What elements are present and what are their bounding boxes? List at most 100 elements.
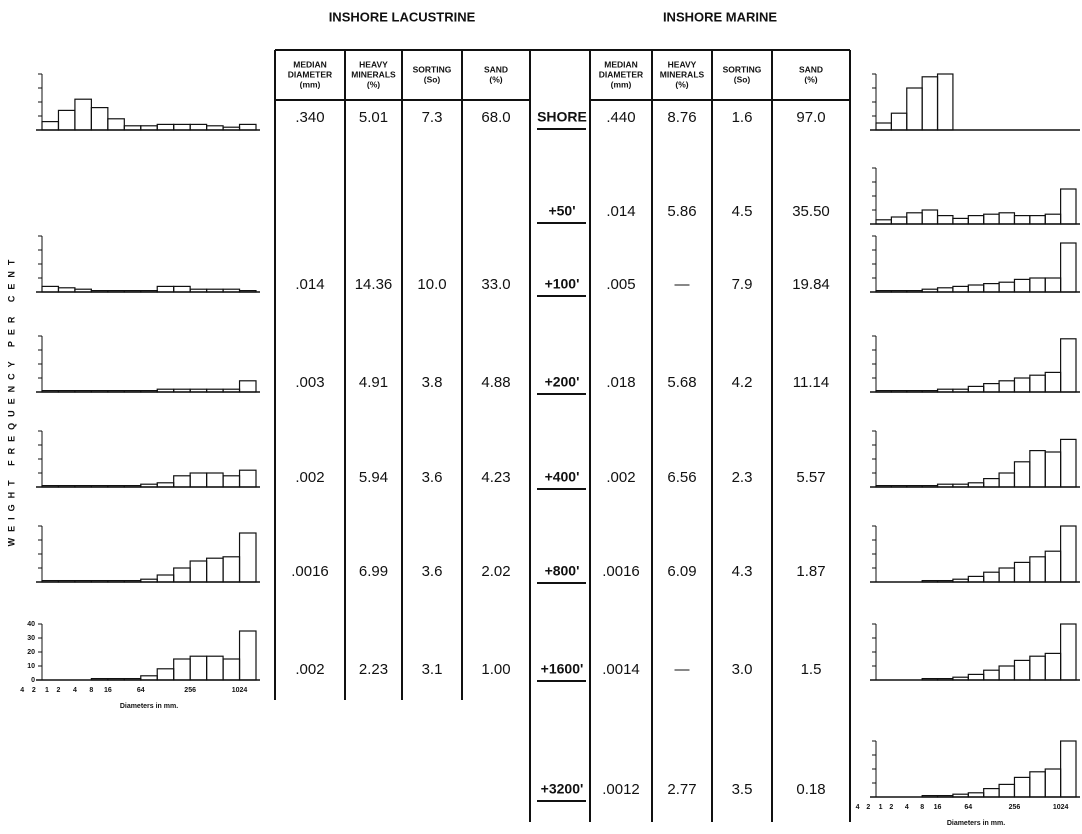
histogram-bar [1013,377,1031,393]
column-header: (mm) [300,79,321,89]
histogram-bar [156,123,175,131]
histogram-bar [173,658,191,681]
table-value: 2.02 [481,563,510,580]
histogram-bar [967,575,985,583]
histogram-bar [936,388,954,393]
histogram-bar [952,578,969,583]
histogram-bar [140,578,158,583]
table-value: — [675,661,690,678]
column-header: MEDIAN [604,59,638,69]
histogram-bar [952,676,969,681]
table-value: 6.09 [667,563,696,580]
table-value: 2.77 [667,781,696,798]
histogram-bar [74,98,92,131]
table-value: 6.56 [667,469,696,486]
table-value: 4.2 [732,374,753,391]
histogram-bar [173,567,191,583]
histogram-bar [967,385,985,393]
table-value: 68.0 [481,109,510,126]
column-header: (%) [804,74,817,84]
table-value: .0012 [602,781,640,798]
histogram-bar [173,285,191,293]
column-header: (So) [424,74,441,84]
column-header: SAND [484,64,508,74]
histogram-bar [1029,655,1046,681]
x-axis-label: Diameters in mm. [120,703,178,710]
table-value: 5.68 [667,374,696,391]
table-value: 0.18 [796,781,825,798]
histogram-bar [173,475,191,488]
x-tick-label: 4 [856,804,860,811]
histogram-bar [189,472,208,488]
column-header: SAND [799,64,823,74]
column-header: (%) [489,74,502,84]
x-tick-label: 256 [184,687,196,694]
table-value: 11.14 [793,374,829,391]
table-value: .440 [606,109,635,126]
x-tick-label: 2 [866,804,870,811]
histogram-bar [1013,215,1031,225]
histogram-bar [1029,556,1046,583]
table-value: 1.00 [481,661,510,678]
column-header: DIAMETER [288,69,332,79]
histogram-bar [206,388,224,393]
histogram-bar [983,478,1000,488]
histogram-bar [983,669,1000,681]
depth-label: +100' [545,276,580,292]
table-value: 8.76 [667,109,696,126]
table-value: .0016 [602,563,640,580]
histogram-bar [173,388,191,393]
table-value: 4.3 [732,563,753,580]
histogram-bar [1044,550,1062,583]
histogram-bar [952,483,969,488]
depth-label: +400' [545,469,580,485]
table-value: .018 [606,374,635,391]
column-header: MINERALS [351,69,396,79]
table-value: .340 [295,109,324,126]
table-value: 10.0 [417,276,446,293]
histogram-bar [206,472,224,488]
column-header: SORTING [413,64,452,74]
histogram-bar [1044,451,1062,488]
y-tick-label: 20 [27,649,35,656]
table-value: 4.91 [359,374,388,391]
x-tick-label: 4 [905,804,909,811]
table-value: .002 [606,469,635,486]
x-tick-label: 2 [32,687,36,694]
histogram-bar [74,288,92,293]
table-value: — [675,276,690,293]
table-value: .014 [606,203,635,220]
histogram-bar [206,655,224,681]
depth-label: +3200' [541,781,584,797]
histogram-bar [1044,213,1062,225]
histogram-bar [1060,438,1077,488]
x-tick-label: 8 [920,804,924,811]
y-tick-label: 40 [27,621,35,628]
x-tick-label: 1 [45,687,49,694]
table-value: 5.94 [359,469,388,486]
histogram-bar [921,288,939,293]
histogram-bar [238,123,257,131]
depth-label: +1600' [541,661,584,677]
histogram-bar [107,118,125,131]
histogram-bar [890,112,908,131]
histogram-bar [998,472,1016,488]
table-value: 3.1 [422,661,443,678]
table-value: .003 [295,374,324,391]
x-tick-label: 2 [889,804,893,811]
histogram-bar [1044,768,1062,798]
histogram-bar [189,560,208,583]
histogram-bar [921,76,939,131]
depth-label: +50' [548,203,575,219]
x-tick-label: 2 [57,687,61,694]
column-header: HEAVY [359,59,388,69]
histogram-bar [41,285,60,293]
table-value: 1.5 [801,661,822,678]
histogram-bar [1044,277,1062,293]
table-value: 1.6 [732,109,753,126]
histogram-bar [936,483,954,488]
depth-label: SHORE [537,109,587,125]
histogram-bar [1060,740,1077,798]
table-value: 2.23 [359,661,388,678]
table-value: 2.3 [732,469,753,486]
